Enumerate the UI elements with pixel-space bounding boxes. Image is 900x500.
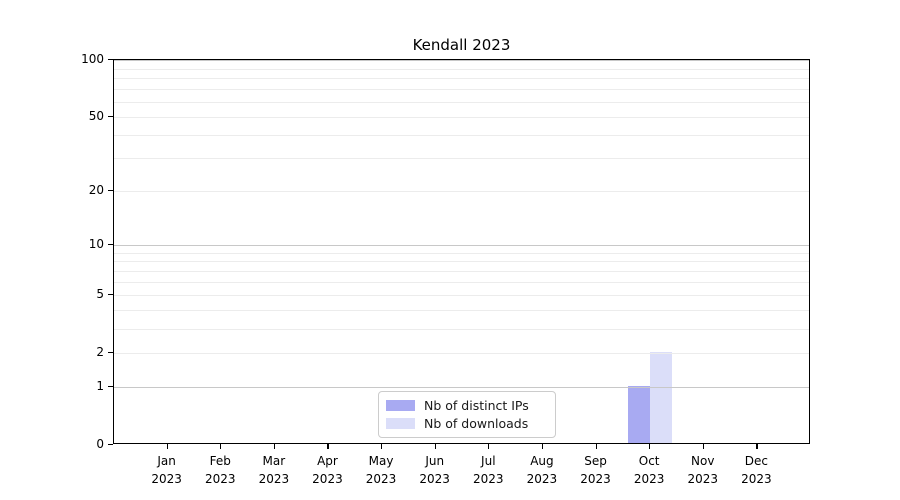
month-name: Sep [584, 454, 607, 468]
month-year: 2023 [473, 472, 504, 486]
y-tick-label: 2 [96, 344, 104, 359]
x-tick-label: Mar 2023 [247, 452, 301, 488]
y-tick-mark [108, 59, 113, 61]
x-tick-mark [434, 444, 436, 449]
y-tick-mark [108, 243, 113, 245]
minor-gridline [114, 282, 809, 284]
month-year: 2023 [365, 472, 397, 486]
x-tick-mark [381, 444, 383, 449]
month-name: Dec [744, 454, 768, 468]
x-tick-mark [488, 444, 490, 449]
x-tick-label: Jan 2023 [140, 452, 194, 488]
y-tick-mark [108, 189, 113, 192]
y-tick-label: 5 [96, 287, 104, 302]
month-name: Aug [530, 454, 554, 468]
minor-gridline [114, 158, 809, 160]
minor-gridline [114, 252, 809, 254]
legend-swatch [386, 400, 415, 411]
legend-entry: Nb of downloads [386, 416, 547, 431]
legend-swatch [386, 418, 415, 429]
x-tick-label: Apr 2023 [300, 452, 354, 488]
y-tick-mark [108, 443, 113, 445]
x-tick-label: Oct 2023 [622, 452, 676, 488]
y-tick-mark [108, 115, 113, 118]
minor-gridline [114, 310, 809, 312]
month-year: 2023 [633, 472, 665, 486]
legend-label: Nb of distinct IPs [424, 398, 529, 413]
minor-gridline [114, 261, 809, 263]
x-tick-mark [327, 444, 329, 449]
x-tick-mark [649, 444, 651, 449]
minor-gridline [114, 271, 809, 273]
y-tick-label: 100 [81, 52, 104, 66]
month-year: 2023 [526, 472, 558, 486]
chart-title: Kendall 2023 [412, 36, 511, 54]
minor-gridline [114, 116, 809, 118]
month-year: 2023 [258, 472, 290, 486]
x-tick-label: Sep 2023 [569, 452, 623, 488]
month-year: 2023 [151, 472, 182, 486]
month-year: 2023 [312, 472, 343, 486]
legend-entry: Nb of distinct IPs [386, 398, 547, 413]
x-tick-label: Feb 2023 [193, 452, 247, 488]
major-gridline [114, 386, 809, 388]
y-tick-mark [108, 351, 113, 354]
y-tick-label: 20 [88, 182, 104, 197]
minor-gridline [114, 352, 809, 354]
minor-gridline [114, 329, 809, 330]
month-year: 2023 [741, 472, 772, 486]
major-gridline [114, 244, 809, 246]
y-tick-mark [108, 294, 113, 296]
month-name: May [368, 454, 394, 468]
minor-gridline [114, 89, 809, 91]
x-tick-mark [541, 444, 544, 449]
major-gridline [114, 60, 809, 61]
x-tick-label: Nov 2023 [676, 452, 730, 488]
minor-gridline [114, 102, 809, 103]
legend: Nb of distinct IPs Nb of downloads [378, 391, 556, 438]
month-year: 2023 [687, 472, 719, 486]
x-tick-mark [595, 444, 597, 449]
month-year: 2023 [419, 472, 450, 486]
x-tick-label: Jun 2023 [408, 452, 462, 488]
y-tick-label: 0 [96, 436, 104, 451]
month-name: Feb [209, 454, 231, 468]
y-tick-label: 10 [88, 236, 104, 251]
month-year: 2023 [204, 472, 236, 486]
x-tick-mark [702, 444, 704, 449]
legend-label: Nb of downloads [424, 416, 529, 431]
minor-gridline [114, 68, 809, 70]
x-tick-label: Dec 2023 [729, 452, 783, 488]
x-tick-mark [166, 444, 168, 449]
month-name: Jul [481, 454, 496, 468]
month-name: Jun [425, 454, 445, 468]
plot-area [113, 59, 810, 444]
month-name: Mar [262, 454, 286, 468]
x-tick-mark [756, 444, 758, 449]
month-name: Nov [691, 454, 715, 468]
month-name: Oct [638, 454, 660, 468]
bar-nb-of-distinct-ips [628, 385, 651, 443]
minor-gridline [114, 78, 809, 80]
bar-nb-of-downloads [650, 351, 673, 443]
x-tick-mark [273, 444, 276, 449]
month-year: 2023 [580, 472, 611, 486]
minor-gridline [114, 190, 809, 192]
minor-gridline [114, 295, 809, 297]
x-tick-label: Jul 2023 [461, 452, 515, 488]
minor-gridline [114, 135, 809, 137]
month-name: Apr [317, 454, 338, 468]
x-tick-label: Aug 2023 [515, 452, 569, 488]
month-name: Jan [157, 454, 176, 468]
y-tick-mark [108, 385, 113, 387]
x-tick-label: May 2023 [354, 452, 408, 488]
y-tick-label: 1 [96, 378, 104, 393]
y-tick-label: 50 [88, 108, 104, 123]
x-tick-mark [220, 444, 222, 449]
